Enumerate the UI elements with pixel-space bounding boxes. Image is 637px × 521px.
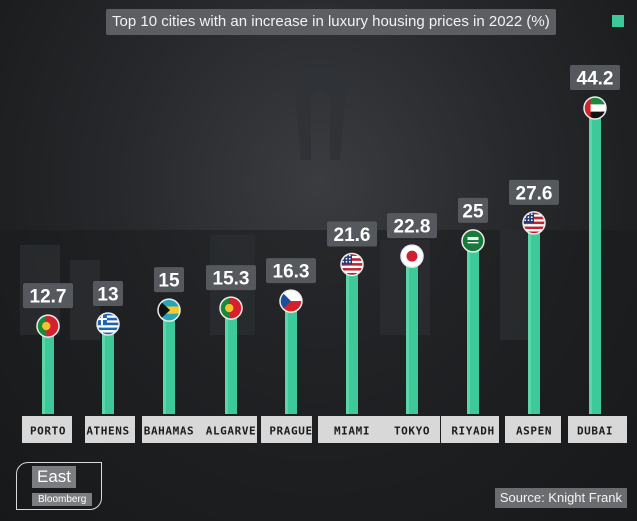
bar-shine-riyadh (467, 240, 470, 414)
portugal-flag-icon (219, 296, 243, 320)
value-label: 25 (462, 201, 484, 222)
bar-shine-athens (102, 324, 105, 414)
bar-shine-bahamas (163, 310, 166, 414)
category-label-bg (85, 416, 135, 443)
source-note: Source: Knight Frank (494, 488, 627, 508)
category-label: ATHENS (86, 425, 129, 438)
bar-shine-prague (285, 301, 288, 414)
logo-frame (16, 462, 102, 510)
bar-shine-dubai (589, 108, 592, 414)
value-label-bg (458, 197, 488, 223)
category-label-bg (383, 416, 440, 443)
value-label-bg (570, 65, 620, 90)
category-label: DUBAI (577, 425, 613, 438)
bar-shine-porto (42, 326, 45, 414)
category-label-bg (568, 416, 627, 443)
logo-primary-text: East (32, 466, 77, 488)
usa-flag-icon (522, 211, 546, 235)
usa-flag-icon (340, 252, 364, 277)
value-label: 16.3 (273, 262, 310, 283)
bar-shine-tokyo (406, 256, 409, 414)
value-label-bg (154, 267, 184, 293)
category-label: ALGARVE (206, 425, 257, 438)
east-bloomberg-logo: East Bloomberg (16, 462, 102, 510)
category-label: TOKYO (394, 425, 430, 438)
category-label: ASPEN (516, 425, 552, 438)
category-label-bg (441, 416, 499, 443)
value-label-bg (509, 179, 559, 205)
japan-flag-icon (400, 244, 424, 268)
value-label: 21.6 (334, 225, 371, 246)
czech-flag-icon (279, 289, 303, 313)
value-label: 15.3 (213, 269, 250, 290)
bar-shine-miami (346, 264, 349, 414)
category-label-bg (505, 416, 561, 443)
greece-flag-icon (96, 312, 120, 336)
category-label: BAHAMAS (144, 425, 195, 438)
category-label-bg (261, 416, 312, 443)
value-label: 15 (158, 271, 180, 292)
category-label-bg (197, 416, 257, 443)
portugal-flag-icon (36, 314, 60, 338)
logo-secondary-text: Bloomberg (32, 493, 93, 506)
value-label-bg (206, 265, 256, 291)
value-label: 44.2 (577, 69, 614, 90)
value-label: 27.6 (516, 183, 553, 204)
value-label-bg (327, 221, 377, 247)
value-label-bg (266, 258, 316, 284)
value-label-bg (387, 213, 437, 239)
legend-swatch (612, 15, 624, 27)
saudi-flag-icon (461, 229, 485, 253)
value-label: 13 (97, 285, 118, 306)
category-label: MIAMI (334, 425, 370, 438)
chart-title: Top 10 cities with an increase in luxury… (106, 9, 556, 35)
category-label: PRAGUE (269, 425, 312, 438)
category-label-bg (318, 416, 383, 443)
value-label-bg (93, 281, 123, 306)
bahamas-flag-icon (157, 298, 181, 322)
category-label: PORTO (30, 425, 66, 438)
bar-shine-aspen (528, 222, 531, 414)
value-label: 12.7 (30, 287, 67, 308)
category-label: RIYADH (451, 425, 494, 438)
category-label-bg (142, 416, 197, 443)
value-label-bg (23, 283, 73, 309)
bar-shine-algarve (225, 308, 228, 414)
category-label-bg (22, 416, 72, 443)
value-label: 22.8 (394, 217, 431, 238)
uae-flag-icon (583, 96, 607, 120)
